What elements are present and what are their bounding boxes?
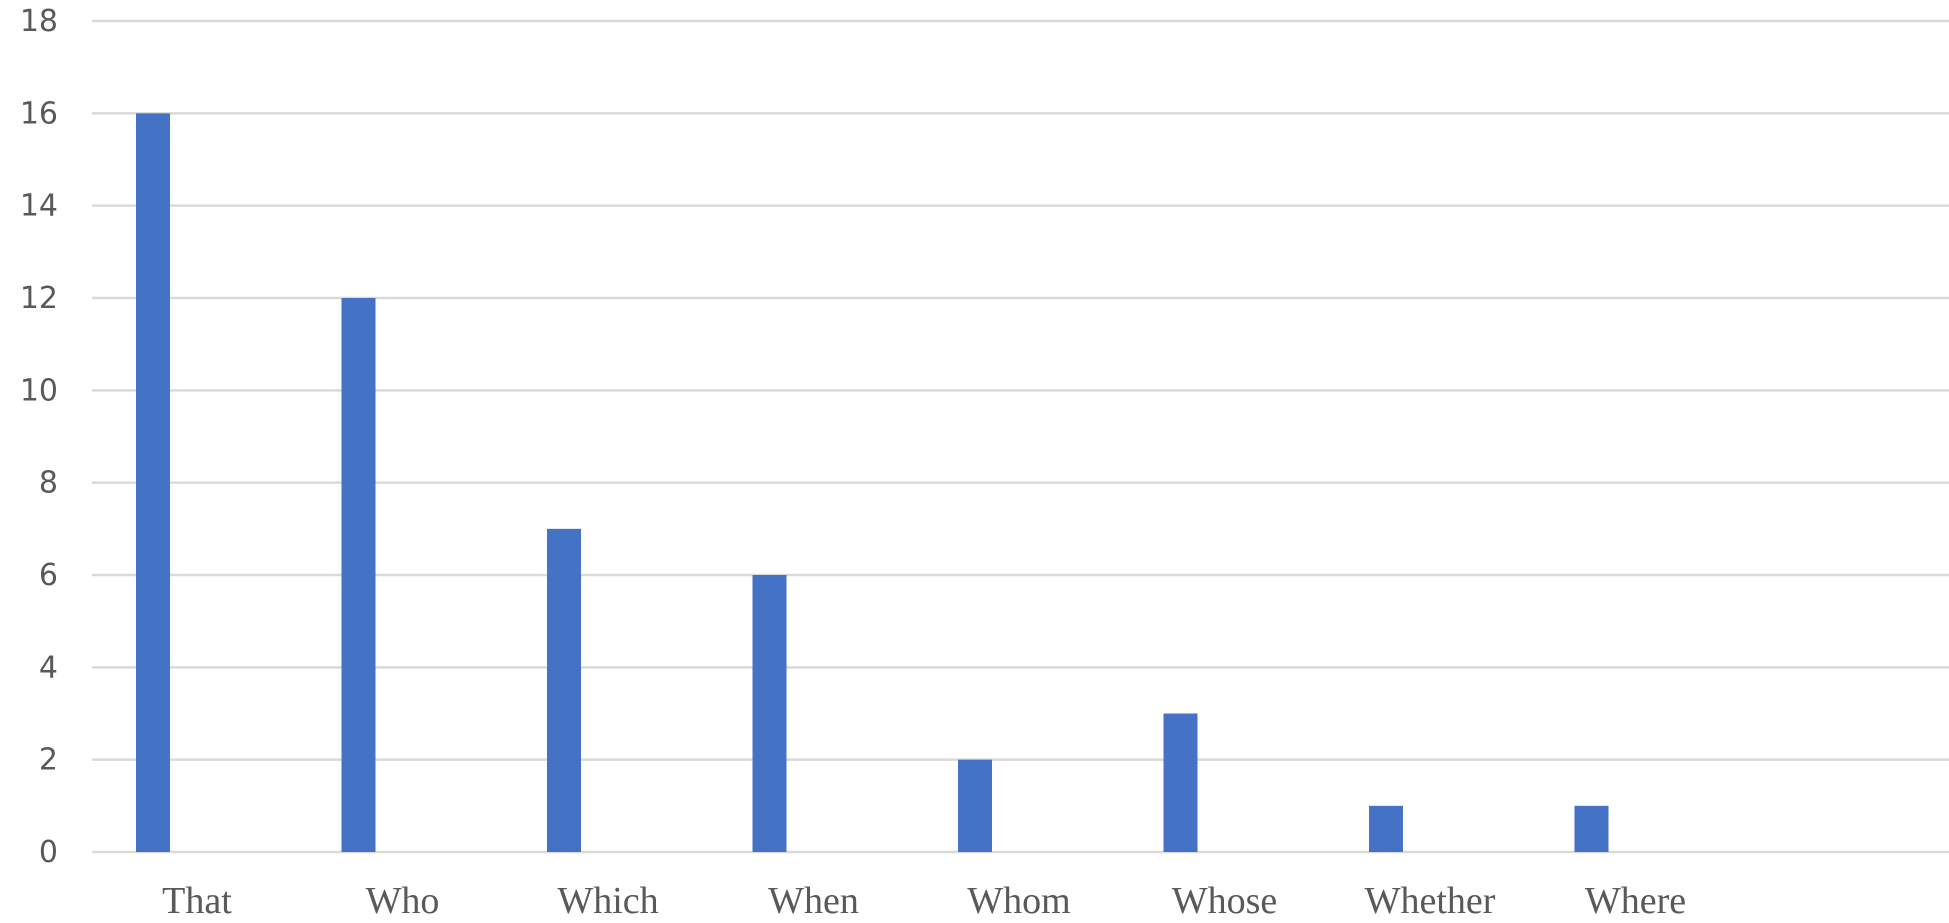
bar-who <box>341 298 376 852</box>
x-tick-label-where: Where <box>1585 880 1686 922</box>
bar-where <box>1574 805 1609 852</box>
x-tick-label-whether: Whether <box>1365 880 1496 922</box>
x-tick-label-that: That <box>162 880 232 922</box>
x-tick-label-whom: Whom <box>967 880 1070 922</box>
bar-whether <box>1369 805 1403 852</box>
gridlines <box>92 19 1949 854</box>
bar-that <box>136 113 170 853</box>
bar-when <box>752 575 787 852</box>
y-tick-label: 12 <box>20 281 58 316</box>
y-tick-label: 14 <box>20 189 58 224</box>
y-tick-label: 16 <box>20 96 58 131</box>
x-tick-label-who: Who <box>366 880 440 922</box>
bar-which <box>547 528 581 852</box>
y-tick-label: 18 <box>20 4 58 39</box>
y-tick-label: 10 <box>20 373 58 408</box>
bar-whose <box>1163 713 1198 852</box>
x-axis-tick-labels: That Who Which When Whom Whose Whether Where <box>162 880 1686 922</box>
bars <box>136 113 1609 853</box>
y-tick-label: 6 <box>39 558 58 593</box>
y-axis-tick-labels: 0 2 4 6 8 10 12 14 16 18 <box>20 4 58 870</box>
x-tick-label-which: Which <box>557 880 658 922</box>
x-tick-label-whose: Whose <box>1172 880 1278 922</box>
x-tick-label-when: When <box>768 880 859 922</box>
bar-whom <box>958 759 992 852</box>
y-tick-label: 0 <box>39 835 58 870</box>
y-tick-label: 2 <box>39 743 58 778</box>
y-tick-label: 8 <box>39 466 58 501</box>
y-tick-label: 4 <box>39 650 58 685</box>
